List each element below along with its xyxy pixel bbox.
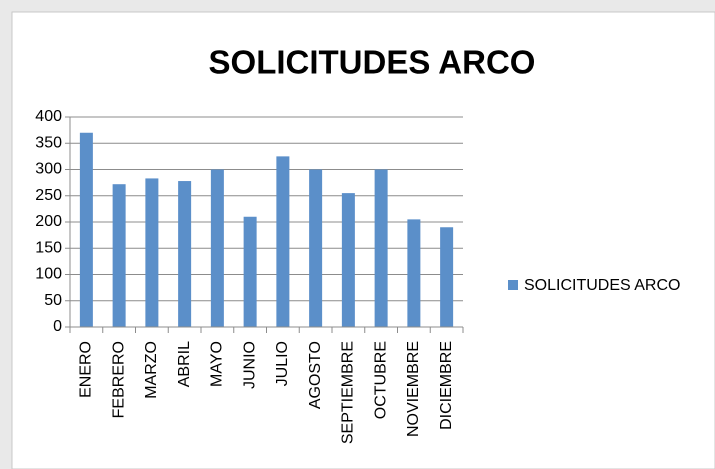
- bar: [407, 219, 421, 327]
- y-tick-label: 150: [35, 239, 62, 256]
- chart-area: [11, 11, 715, 469]
- x-tick-label: SEPTIEMBRE: [340, 341, 357, 444]
- bar: [243, 216, 257, 327]
- bar: [79, 132, 93, 327]
- x-tick-label: JULIO: [274, 341, 291, 386]
- y-tick-label: 200: [35, 213, 62, 230]
- x-tick-label: OCTUBRE: [372, 341, 389, 419]
- chart-title: SOLICITUDES ARCO: [209, 44, 536, 81]
- x-tick-label: ENERO: [78, 341, 95, 398]
- y-tick-label: 400: [35, 108, 62, 125]
- bar: [178, 181, 192, 327]
- x-tick-label: JUNIO: [241, 341, 258, 389]
- x-tick-label: DICIEMBRE: [438, 341, 455, 430]
- x-tick-label: AGOSTO: [307, 341, 324, 409]
- y-tick-label: 0: [53, 318, 62, 335]
- bar: [276, 156, 290, 327]
- y-tick-label: 350: [35, 134, 62, 151]
- bar: [112, 184, 126, 327]
- y-tick-label: 250: [35, 187, 62, 204]
- y-tick-label: 50: [44, 292, 62, 309]
- x-tick-label: FEBRERO: [110, 341, 127, 418]
- x-tick-label: MAYO: [209, 341, 226, 387]
- y-tick-label: 300: [35, 161, 62, 178]
- legend-label: SOLICITUDES ARCO: [524, 277, 680, 294]
- legend-swatch: [508, 280, 518, 290]
- bar: [374, 169, 388, 327]
- bar: [440, 227, 454, 327]
- x-tick-label: NOVIEMBRE: [405, 341, 422, 437]
- bar: [341, 193, 355, 327]
- x-tick-label: ABRIL: [176, 341, 193, 387]
- bar: [210, 169, 224, 327]
- x-tick-label: MARZO: [143, 341, 160, 399]
- bar: [309, 169, 323, 327]
- bar: [145, 178, 159, 327]
- y-tick-label: 100: [35, 266, 62, 283]
